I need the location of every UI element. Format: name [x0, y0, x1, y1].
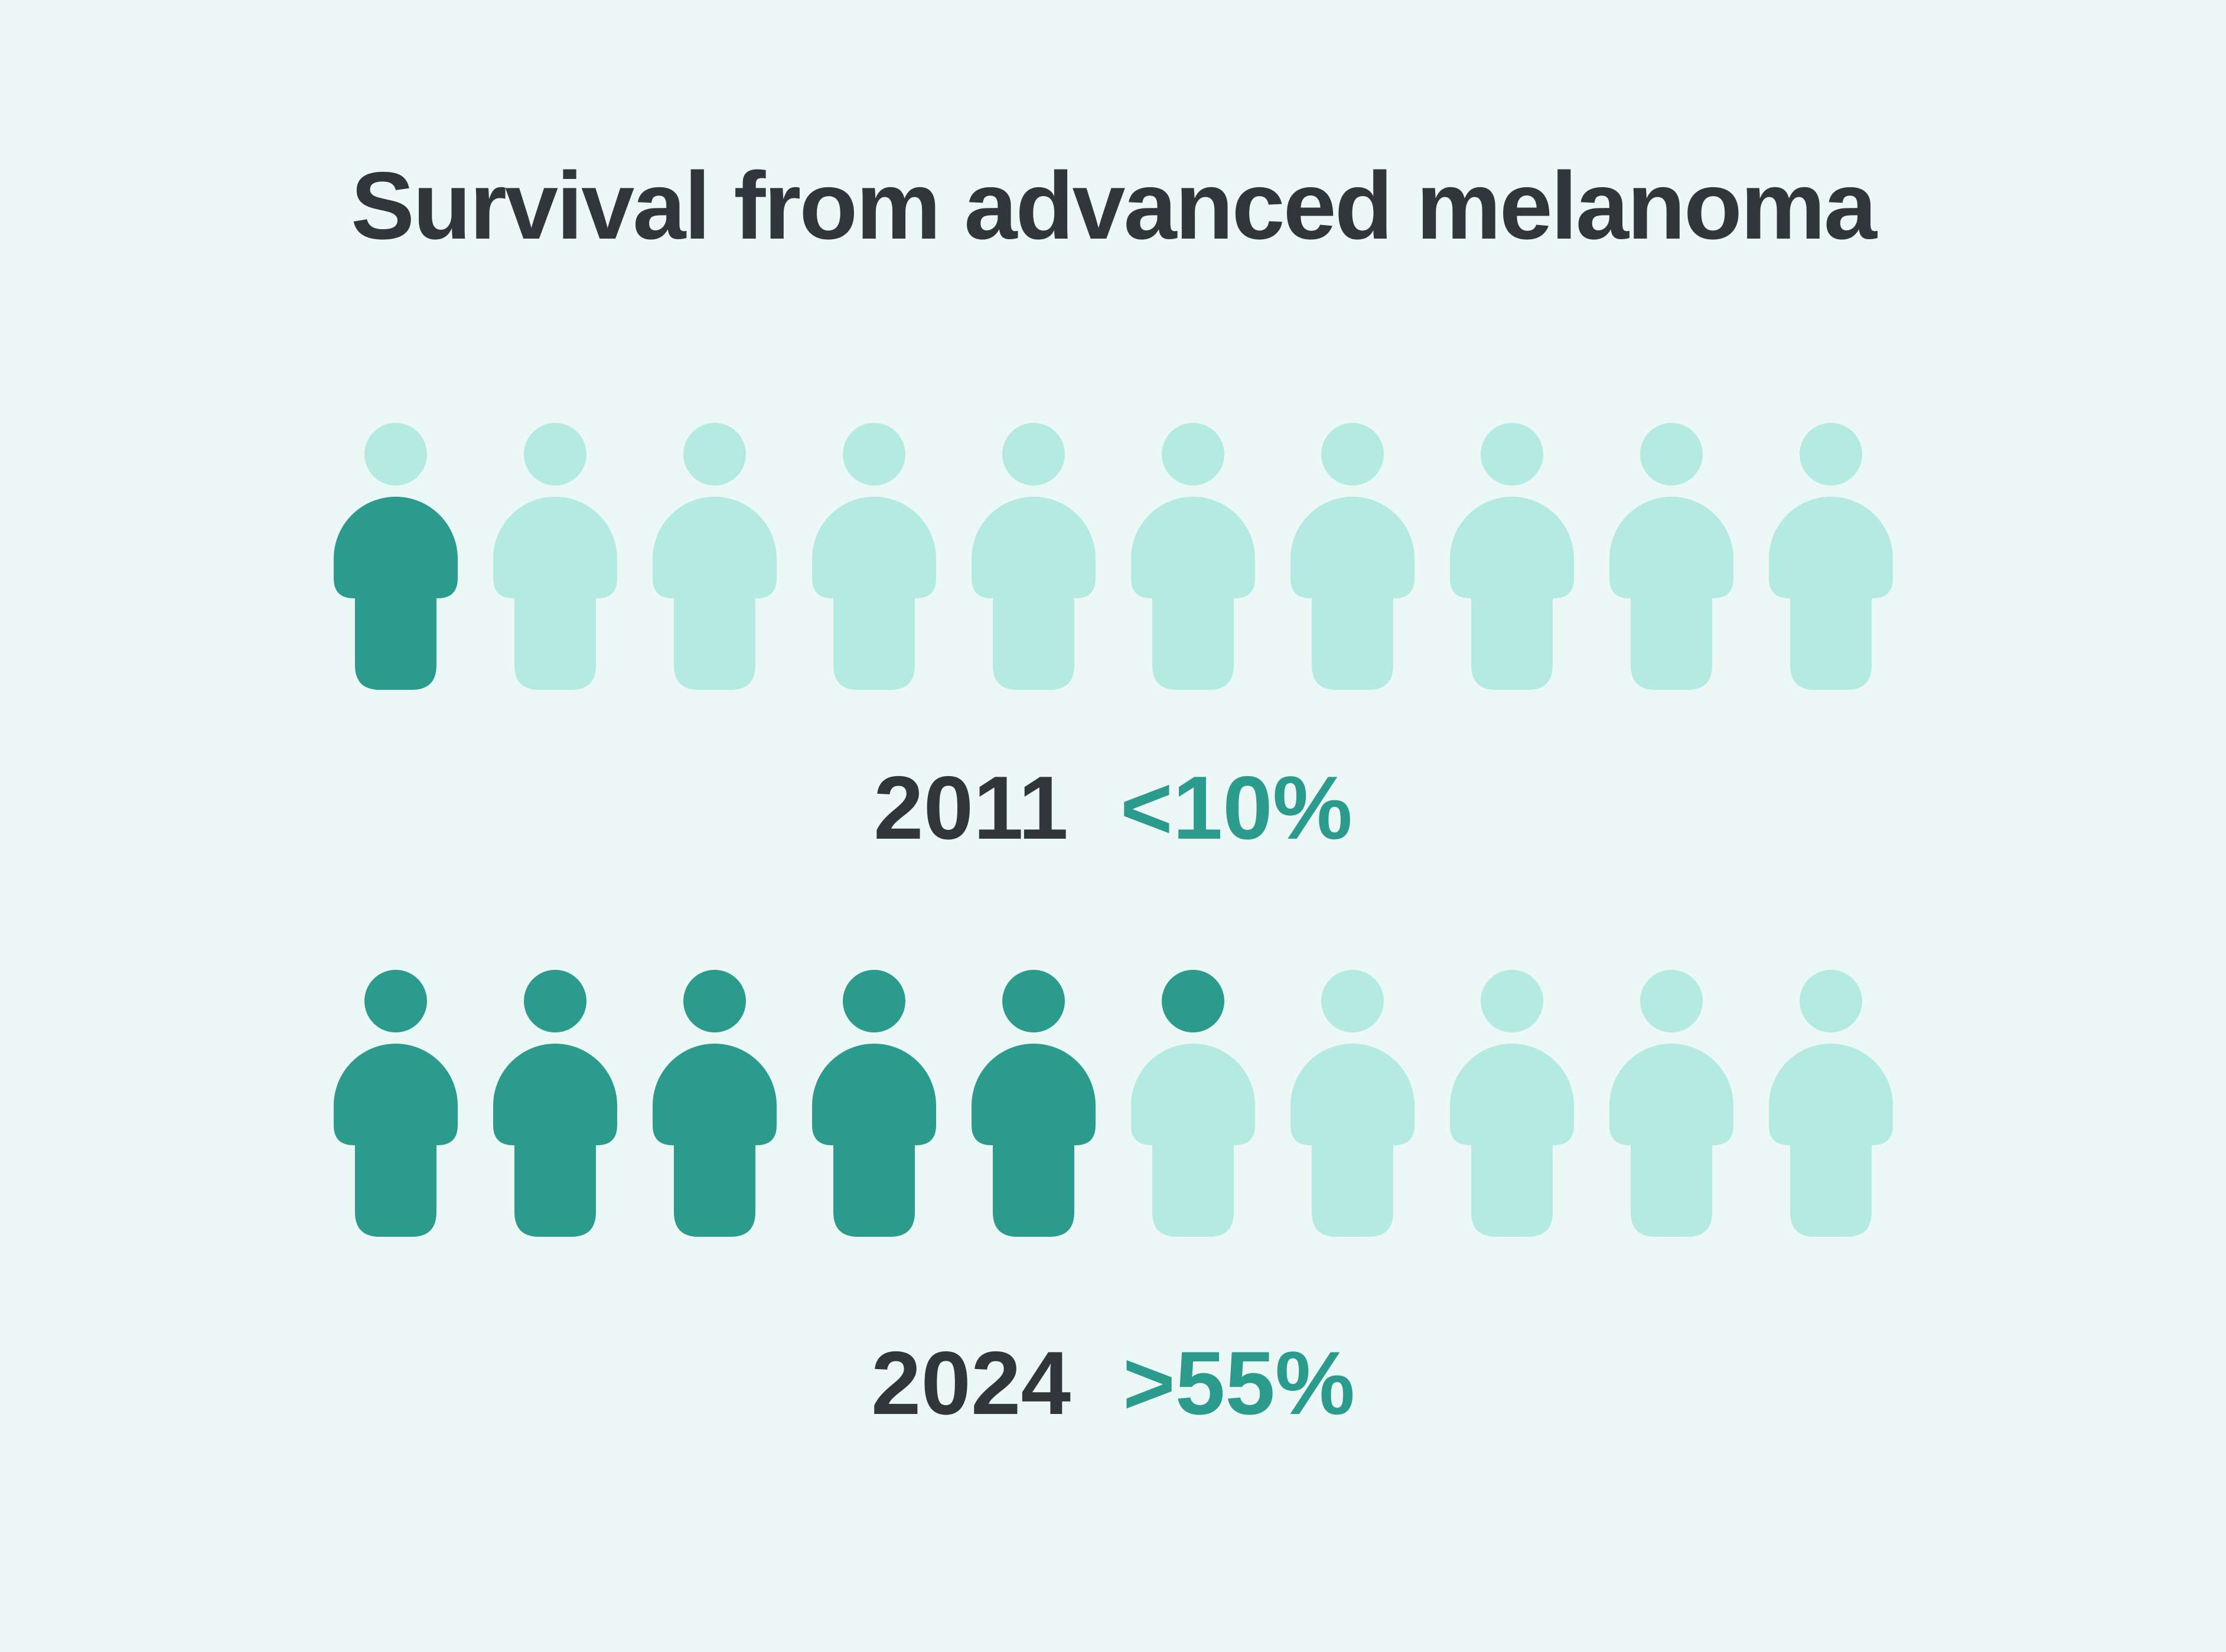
- person-body: [1130, 1044, 1255, 1237]
- person-icon-empty: [971, 423, 1096, 690]
- person-head: [523, 970, 586, 1032]
- person-icon-empty: [1609, 970, 1733, 1237]
- person-body: [652, 497, 777, 690]
- person-body: [1290, 1044, 1415, 1237]
- person-head: [1002, 423, 1065, 486]
- year-label-2011: 2011: [874, 758, 1068, 858]
- person-body: [1130, 497, 1255, 690]
- person-body: [1449, 497, 1574, 690]
- person-head: [1321, 970, 1384, 1032]
- person-body: [1449, 1044, 1574, 1237]
- person-body: [811, 1044, 936, 1237]
- value-label-2011: <10%: [1120, 758, 1352, 858]
- caption-2011: 2011 <10%: [0, 763, 2226, 853]
- person-body: [1290, 497, 1415, 690]
- person-body: [333, 497, 458, 690]
- person-icon-empty: [652, 423, 777, 690]
- person-icon-empty: [493, 423, 617, 690]
- person-head: [1161, 970, 1224, 1032]
- pictogram-row-2024: [0, 970, 2226, 1237]
- person-icon-empty: [1449, 423, 1574, 690]
- person-icon-empty: [1449, 970, 1574, 1237]
- person-body: [652, 1044, 777, 1237]
- person-icon-empty: [1768, 423, 1893, 690]
- person-head: [1640, 423, 1703, 486]
- person-icon-filled: [652, 970, 777, 1237]
- person-head: [1799, 970, 1862, 1032]
- person-icon-empty: [811, 423, 936, 690]
- person-body: [811, 497, 936, 690]
- person-icon-body-filled: [333, 423, 458, 690]
- person-body: [971, 497, 1096, 690]
- person-head: [1480, 970, 1543, 1032]
- person-body: [333, 1044, 458, 1237]
- person-body: [493, 497, 617, 690]
- person-icon-empty: [1609, 423, 1733, 690]
- year-label-2024: 2024: [871, 1333, 1071, 1433]
- person-icon-empty: [1130, 423, 1255, 690]
- person-head: [1640, 970, 1703, 1032]
- person-head: [842, 970, 905, 1032]
- person-icon-empty: [1290, 970, 1415, 1237]
- person-head: [1161, 423, 1224, 486]
- person-icon-filled: [971, 970, 1096, 1237]
- person-icon-filled: [333, 970, 458, 1237]
- person-icon-filled: [811, 970, 936, 1237]
- person-head: [683, 970, 746, 1032]
- person-head: [1321, 423, 1384, 486]
- person-body: [1609, 497, 1733, 690]
- chart-title: Survival from advanced melanoma: [350, 152, 1877, 259]
- person-head: [683, 423, 746, 486]
- caption-2024: 2024 >55%: [0, 1338, 2226, 1428]
- person-head: [1002, 970, 1065, 1032]
- person-head: [842, 423, 905, 486]
- person-body: [493, 1044, 617, 1237]
- person-body: [971, 1044, 1096, 1237]
- person-head: [523, 423, 586, 486]
- person-head: [1480, 423, 1543, 486]
- person-icon-head-filled: [1130, 970, 1255, 1237]
- person-icon-filled: [493, 970, 617, 1237]
- person-head: [364, 970, 427, 1032]
- person-body: [1768, 497, 1893, 690]
- pictogram-row-2011: [0, 423, 2226, 690]
- person-body: [1768, 1044, 1893, 1237]
- person-icon-empty: [1290, 423, 1415, 690]
- person-head: [1799, 423, 1862, 486]
- person-head: [364, 423, 427, 486]
- person-body: [1609, 1044, 1733, 1237]
- value-label-2024: >55%: [1123, 1333, 1355, 1433]
- person-icon-empty: [1768, 970, 1893, 1237]
